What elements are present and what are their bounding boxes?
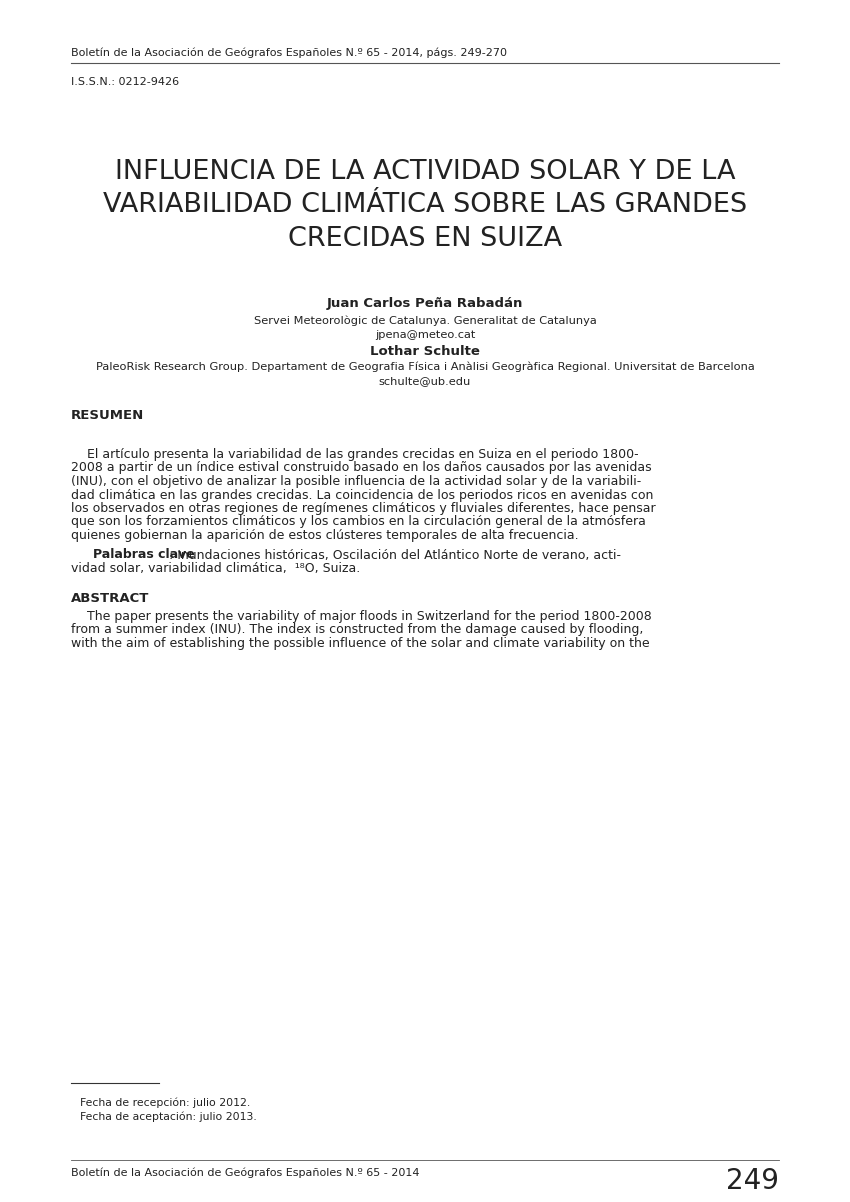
- Text: Boletín de la Asociación de Geógrafos Españoles N.º 65 - 2014: Boletín de la Asociación de Geógrafos Es…: [71, 1167, 419, 1178]
- Text: CRECIDAS EN SUIZA: CRECIDAS EN SUIZA: [288, 226, 562, 252]
- Text: Servei Meteorològic de Catalunya. Generalitat de Catalunya: Servei Meteorològic de Catalunya. Genera…: [253, 315, 597, 326]
- Text: los observados en otras regiones de regímenes climáticos y fluviales diferentes,: los observados en otras regiones de regí…: [71, 502, 655, 514]
- Text: PaleoRisk Research Group. Departament de Geografia Física i Anàlisi Geogràfica R: PaleoRisk Research Group. Departament de…: [95, 362, 755, 371]
- Text: with the aim of establishing the possible influence of the solar and climate var: with the aim of establishing the possibl…: [71, 637, 649, 650]
- Text: I.S.S.N.: 0212-9426: I.S.S.N.: 0212-9426: [71, 77, 178, 87]
- Text: jpena@meteo.cat: jpena@meteo.cat: [375, 331, 475, 340]
- Text: Palabras clave: Palabras clave: [93, 548, 195, 561]
- Text: (INU), con el objetivo de analizar la posible influencia de la actividad solar y: (INU), con el objetivo de analizar la po…: [71, 475, 641, 488]
- Text: VARIABILIDAD CLIMÁTICA SOBRE LAS GRANDES: VARIABILIDAD CLIMÁTICA SOBRE LAS GRANDES: [103, 192, 747, 218]
- Text: from a summer index (INU). The index is constructed from the damage caused by fl: from a summer index (INU). The index is …: [71, 624, 643, 637]
- Text: ABSTRACT: ABSTRACT: [71, 593, 149, 605]
- Text: Lothar Schulte: Lothar Schulte: [370, 345, 480, 358]
- Text: vidad solar, variabilidad climática,  ¹⁸O, Suiza.: vidad solar, variabilidad climática, ¹⁸O…: [71, 563, 360, 575]
- Text: Juan Carlos Peña Rabadán: Juan Carlos Peña Rabadán: [326, 297, 524, 310]
- Text: RESUMEN: RESUMEN: [71, 409, 144, 422]
- Text: Boletín de la Asociación de Geógrafos Españoles N.º 65 - 2014, págs. 249-270: Boletín de la Asociación de Geógrafos Es…: [71, 48, 507, 58]
- Text: 249: 249: [727, 1167, 779, 1195]
- Text: 2008 a partir de un índice estival construido basado en los daños causados por l: 2008 a partir de un índice estival const…: [71, 462, 651, 475]
- Text: que son los forzamientos climáticos y los cambios en la circulación general de l: que son los forzamientos climáticos y lo…: [71, 516, 645, 529]
- Text: Fecha de aceptación: julio 2013.: Fecha de aceptación: julio 2013.: [80, 1112, 257, 1123]
- Text: schulte@ub.edu: schulte@ub.edu: [379, 376, 471, 386]
- Text: quienes gobiernan la aparición de estos clústeres temporales de alta frecuencia.: quienes gobiernan la aparición de estos …: [71, 529, 578, 542]
- Text: dad climática en las grandes crecidas. La coincidencia de los periodos ricos en : dad climática en las grandes crecidas. L…: [71, 488, 653, 501]
- Text: The paper presents the variability of major floods in Switzerland for the period: The paper presents the variability of ma…: [71, 609, 651, 623]
- Text: El artículo presenta la variabilidad de las grandes crecidas en Suiza en el peri: El artículo presenta la variabilidad de …: [71, 448, 638, 462]
- Text: Fecha de recepción: julio 2012.: Fecha de recepción: julio 2012.: [80, 1097, 250, 1108]
- Text: INFLUENCIA DE LA ACTIVIDAD SOLAR Y DE LA: INFLUENCIA DE LA ACTIVIDAD SOLAR Y DE LA: [115, 159, 735, 185]
- Text: : Inundaciones históricas, Oscilación del Atlántico Norte de verano, acti-: : Inundaciones históricas, Oscilación de…: [168, 548, 620, 561]
